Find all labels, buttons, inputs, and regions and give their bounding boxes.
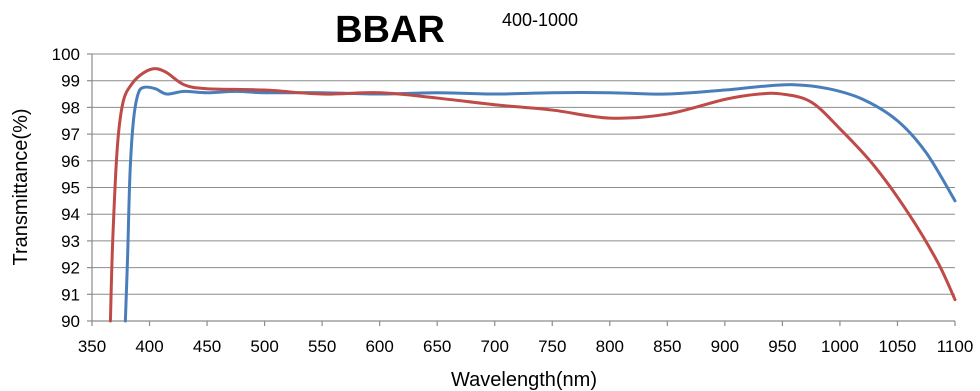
series-line-2 [108, 67, 957, 323]
chart-subtitle: 400-1000 [502, 10, 578, 30]
y-tick-label-94: 94 [61, 205, 80, 224]
x-tick-label-1000: 1000 [821, 337, 859, 356]
y-axis-label: Transmittance(%) [10, 108, 32, 265]
y-tick-label-97: 97 [61, 125, 80, 144]
x-tick-label-850: 850 [653, 337, 681, 356]
x-tick-label-750: 750 [538, 337, 566, 356]
x-tick-label-650: 650 [423, 337, 451, 356]
plot-area [108, 67, 957, 323]
y-tick-label-96: 96 [61, 152, 80, 171]
y-tick-label-92: 92 [61, 259, 80, 278]
x-tick-label-900: 900 [711, 337, 739, 356]
y-tick-label-90: 90 [61, 312, 80, 331]
y-tick-label-93: 93 [61, 232, 80, 251]
y-tick-label-100: 100 [52, 45, 80, 64]
x-axis-label: Wavelength(nm) [451, 369, 597, 391]
x-tick-label-550: 550 [308, 337, 336, 356]
x-tick-label-400: 400 [135, 337, 163, 356]
y-tick-label-95: 95 [61, 179, 80, 198]
x-tick-label-350: 350 [78, 337, 106, 356]
y-tick-labels: 90 91 92 93 94 95 96 97 98 99 100 [52, 45, 80, 331]
x-tick-label-600: 600 [365, 337, 393, 356]
x-tick-label-1050: 1050 [879, 337, 917, 356]
x-tick-label-500: 500 [250, 337, 278, 356]
x-tick-label-800: 800 [596, 337, 624, 356]
x-tick-label-950: 950 [768, 337, 796, 356]
x-tick-label-700: 700 [481, 337, 509, 356]
x-tick-label-450: 450 [193, 337, 221, 356]
x-tick-labels: 350 400 450 500 550 600 650 700 750 800 850 900 950 1… [78, 337, 973, 356]
axes [87, 53, 956, 326]
y-tick-label-98: 98 [61, 98, 80, 117]
y-tick-label-99: 99 [61, 72, 80, 91]
chart-title: BBAR [335, 9, 445, 51]
grid [92, 53, 955, 295]
x-tick-label-1100: 1100 [937, 337, 974, 356]
y-tick-label-91: 91 [61, 285, 80, 304]
